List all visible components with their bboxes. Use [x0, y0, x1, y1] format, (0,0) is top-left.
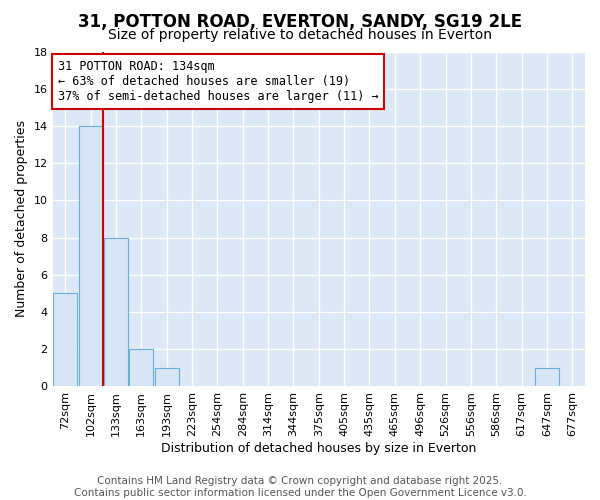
Bar: [155, 368, 179, 386]
Bar: [535, 368, 559, 386]
Text: Size of property relative to detached houses in Everton: Size of property relative to detached ho…: [108, 28, 492, 42]
X-axis label: Distribution of detached houses by size in Everton: Distribution of detached houses by size …: [161, 442, 476, 455]
Bar: [129, 349, 154, 387]
Text: 31 POTTON ROAD: 134sqm
← 63% of detached houses are smaller (19)
37% of semi-det: 31 POTTON ROAD: 134sqm ← 63% of detached…: [58, 60, 379, 103]
Y-axis label: Number of detached properties: Number of detached properties: [15, 120, 28, 318]
Bar: [104, 238, 128, 386]
Bar: [53, 294, 77, 386]
Text: 31, POTTON ROAD, EVERTON, SANDY, SG19 2LE: 31, POTTON ROAD, EVERTON, SANDY, SG19 2L…: [78, 12, 522, 30]
Bar: [79, 126, 103, 386]
Text: Contains HM Land Registry data © Crown copyright and database right 2025.
Contai: Contains HM Land Registry data © Crown c…: [74, 476, 526, 498]
